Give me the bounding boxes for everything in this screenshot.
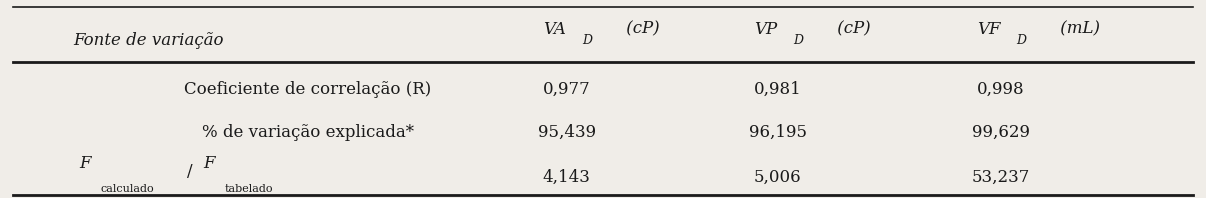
Text: D: D [582,34,592,48]
Text: calculado: calculado [100,185,154,194]
Text: Fonte de variação: Fonte de variação [74,31,223,49]
Text: 0,998: 0,998 [977,81,1024,98]
Text: Coeficiente de correlação (R): Coeficiente de correlação (R) [185,81,432,98]
Text: VF: VF [977,21,1000,38]
Text: 95,439: 95,439 [538,124,596,141]
Text: (mL): (mL) [1055,21,1100,38]
Text: F: F [80,155,90,172]
Text: % de variação explicada*: % de variação explicada* [201,124,414,141]
Text: 99,629: 99,629 [972,124,1030,141]
Text: VA: VA [544,21,567,38]
Text: 4,143: 4,143 [543,169,591,186]
Text: D: D [794,34,803,48]
Text: (cP): (cP) [832,21,871,38]
Text: 0,981: 0,981 [754,81,802,98]
Text: VP: VP [754,21,777,38]
Text: /: / [187,163,193,180]
Text: F: F [203,155,215,172]
Text: tabelado: tabelado [224,185,274,194]
Text: 5,006: 5,006 [754,169,802,186]
Text: 53,237: 53,237 [971,169,1030,186]
Text: 0,977: 0,977 [543,81,591,98]
Text: 96,195: 96,195 [749,124,807,141]
Text: (cP): (cP) [621,21,660,38]
Text: D: D [1015,34,1026,48]
